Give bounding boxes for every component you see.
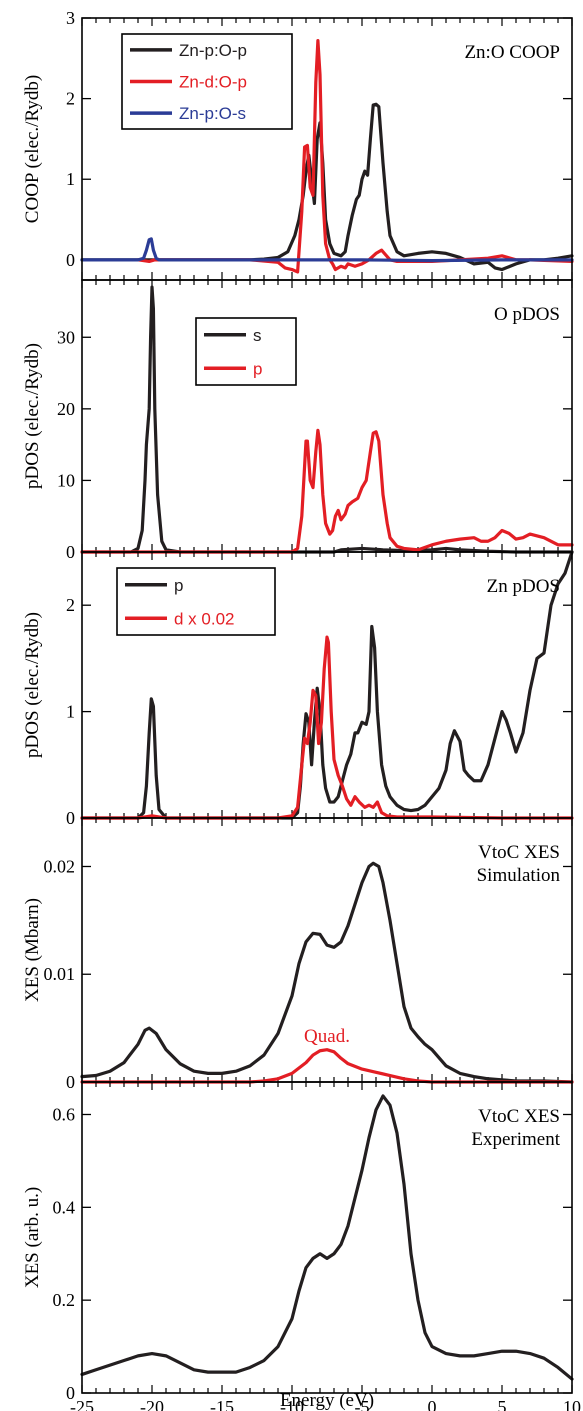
panel-title: VtoC XES: [478, 842, 560, 863]
panel-title: VtoC XES: [478, 1106, 560, 1127]
series-line: [80, 428, 574, 554]
y-axis-label: pDOS (elec./Rydb): [22, 343, 43, 489]
y-tick-label: 0.4: [53, 1197, 76, 1217]
y-tick-label: 30: [57, 327, 75, 347]
panel-subtitle: Experiment: [471, 1129, 560, 1150]
series-line: [80, 1094, 574, 1381]
y-tick-label: 0: [66, 250, 75, 270]
series-line: [80, 861, 574, 1084]
panel-3: 0 1 2 Zn pDOS pDOS (elec./Rydb) p d x 0.02: [22, 550, 574, 828]
x-tick-label: 0: [428, 1397, 437, 1411]
y-tick-label: 0.01: [44, 964, 76, 984]
legend-label: p: [174, 576, 183, 595]
legend-label: Zn-p:O-s: [179, 104, 246, 123]
y-tick-label: 0.6: [53, 1104, 76, 1124]
x-tick-label: 10: [563, 1397, 581, 1411]
legend: p d x 0.02: [116, 567, 276, 636]
series-line: [80, 102, 574, 272]
y-tick-label: 1: [66, 169, 75, 189]
series-line: [80, 237, 574, 263]
legend-label: Zn-p:O-p: [179, 41, 247, 60]
panel-title: Zn pDOS: [487, 576, 560, 597]
y-axis-label: XES (Mbarn): [22, 898, 43, 1002]
y-tick-label: 2: [66, 595, 75, 615]
panel-2: 0 10 20 30 O pDOS pDOS (elec./Rydb) sp: [22, 279, 574, 562]
y-axis-label: pDOS (elec./Rydb): [22, 612, 43, 758]
legend-box: [116, 567, 276, 636]
y-tick-label: 0.2: [53, 1290, 76, 1310]
panel-title: Zn:O COOP: [464, 42, 560, 63]
legend-label: p: [253, 359, 262, 378]
plot-frame: [81, 1081, 573, 1394]
legend: Zn-p:O-p Zn-d:O-p Zn-p:O-s: [121, 33, 293, 130]
series-line: [80, 285, 574, 554]
y-tick-label: 10: [57, 470, 75, 490]
legend-label: Zn-d:O-p: [179, 73, 247, 92]
y-tick-label: 3: [66, 8, 75, 28]
x-tick-label: -10: [280, 1397, 304, 1411]
panel-subtitle: Simulation: [477, 865, 561, 886]
y-tick-label: 2: [66, 89, 75, 109]
y-tick-label: 0: [66, 542, 75, 562]
y-tick-label: 1: [66, 702, 75, 722]
y-tick-label: 0: [66, 1383, 75, 1403]
y-axis-label: COOP (elec./Rydb): [22, 75, 43, 223]
legend-box: [195, 317, 297, 386]
annotation: Quad.: [304, 1026, 350, 1047]
x-tick-label: -25: [70, 1397, 94, 1411]
y-tick-label: 0: [66, 808, 75, 828]
series-line: [80, 1048, 574, 1084]
x-tick-label: -20: [140, 1397, 164, 1411]
y-axis-label: XES (arb. u.): [22, 1187, 43, 1288]
x-tick-label: -5: [355, 1397, 370, 1411]
y-tick-label: 0.02: [44, 856, 76, 876]
x-axis-label: Energy (eV): [280, 1390, 374, 1411]
panel-title: O pDOS: [494, 304, 560, 325]
x-tick-label: 5: [498, 1397, 507, 1411]
legend: sp: [195, 317, 297, 386]
x-tick-label: -15: [210, 1397, 234, 1411]
y-tick-label: 20: [57, 399, 75, 419]
y-tick-label: 0: [66, 1072, 75, 1092]
legend-label: s: [253, 326, 262, 345]
legend-label: d x 0.02: [174, 609, 235, 628]
